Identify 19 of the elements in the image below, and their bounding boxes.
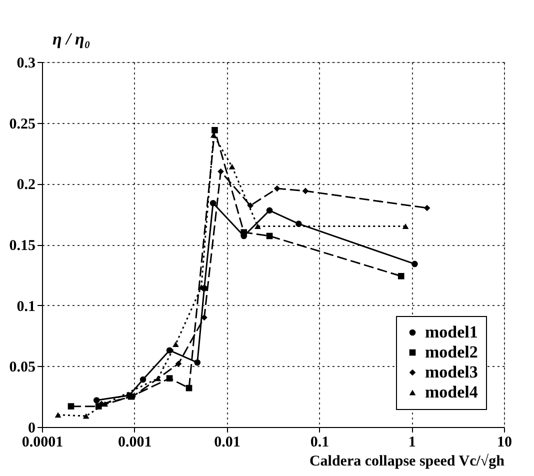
x-tick-label: 0.0001 [22, 434, 64, 450]
y-tick-label: 0.3 [16, 56, 36, 72]
legend-label: model2 [425, 342, 478, 362]
y-tick-label: 0.1 [16, 298, 36, 315]
y-tick-label: 0.05 [9, 360, 36, 376]
y-tick-label: 0.25 [9, 116, 36, 132]
x-tick-label: 0.1 [310, 434, 330, 450]
legend-label: model3 [425, 362, 478, 382]
y-axis-title: η / η₀ [52, 30, 90, 48]
y-tick-label: 0.15 [9, 238, 36, 254]
x-tick-label: 1 [408, 434, 416, 450]
y-tick-label: 0 [28, 420, 36, 436]
legend-label: model4 [425, 382, 478, 402]
x-tick-label: 0.01 [214, 434, 240, 450]
y-tick-label: 0.2 [16, 177, 36, 194]
legend-label: model1 [425, 322, 478, 342]
x-tick-label: 0.001 [118, 434, 152, 450]
x-tick-label: 10 [497, 434, 512, 450]
x-axis-title: Caldera collapse speed Vc/√gh [309, 454, 506, 470]
